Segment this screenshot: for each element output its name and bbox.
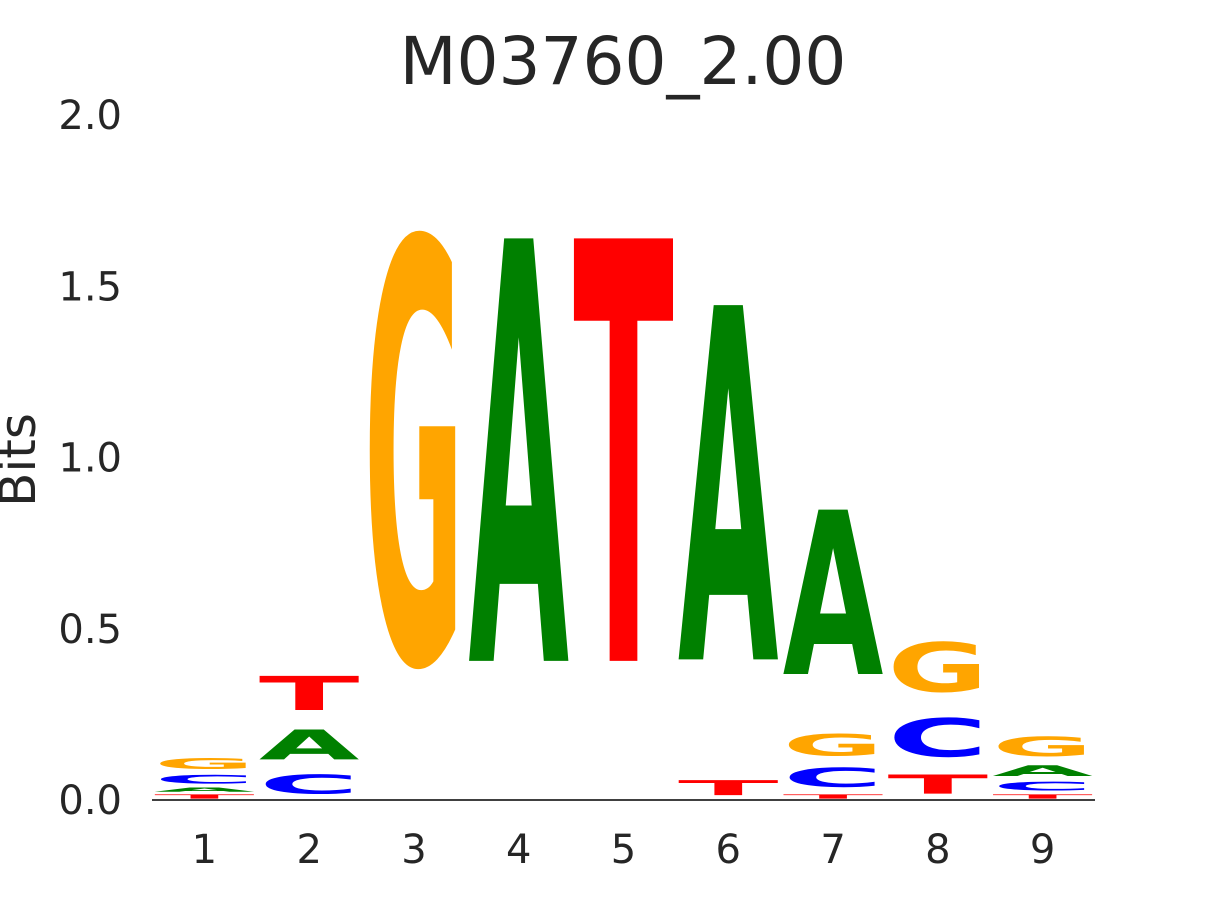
x-tick-label: 5: [611, 827, 636, 873]
logo-letter-c: C: [154, 773, 255, 787]
x-tick-label: 3: [401, 827, 426, 873]
logo-letter-a: A: [992, 762, 1093, 779]
logo-letter-t: T: [573, 122, 674, 798]
x-tick-label: 7: [820, 827, 845, 873]
y-tick-label: 2.0: [58, 93, 122, 139]
logo-letter-g: G: [783, 728, 884, 762]
logo-letter-c: C: [259, 769, 360, 800]
logo-letter-c: C: [992, 780, 1093, 794]
x-tick-label: 8: [925, 827, 950, 873]
logo-letter-g: G: [992, 732, 1093, 763]
logo-letter-t: T: [678, 776, 779, 800]
y-axis-ticks: 0.0 0.5 1.0 1.5 2.0: [58, 93, 122, 824]
logo-letter-c: C: [888, 708, 989, 769]
logo-letter-c: C: [783, 763, 884, 794]
x-tick-label: 6: [716, 827, 741, 873]
logo-letter-t: T: [992, 793, 1093, 800]
logo-letter-g: G: [364, 123, 465, 798]
x-tick-label: 1: [192, 827, 217, 873]
logo-letter-a: A: [259, 721, 360, 769]
chart-title: M03760_2.00: [400, 23, 847, 100]
y-tick-label: 0.5: [58, 607, 122, 653]
y-tick-label: 1.5: [58, 264, 122, 310]
logo-letter-t: T: [259, 666, 360, 721]
y-tick-label: 1.0: [58, 436, 122, 482]
y-axis-label: Bits: [0, 413, 47, 507]
logo-letter-t: T: [888, 769, 989, 800]
logo-letter-a: A: [678, 209, 780, 775]
x-tick-label: 9: [1030, 827, 1055, 873]
x-axis-ticks: 1 2 3 4 5 6 7 8 9: [192, 827, 1056, 873]
logo-letter-t: T: [783, 793, 884, 800]
logo-letter-a: A: [468, 124, 570, 799]
logo-letter-g: G: [888, 629, 989, 707]
x-tick-label: 4: [506, 827, 531, 873]
x-tick-label: 2: [296, 827, 321, 873]
logo-letter-a: A: [783, 466, 884, 728]
logo-letter-a: A: [154, 786, 255, 793]
y-tick-label: 0.0: [58, 778, 122, 824]
logo-letter-g: G: [154, 756, 255, 773]
logo-letter-t: T: [154, 793, 255, 800]
